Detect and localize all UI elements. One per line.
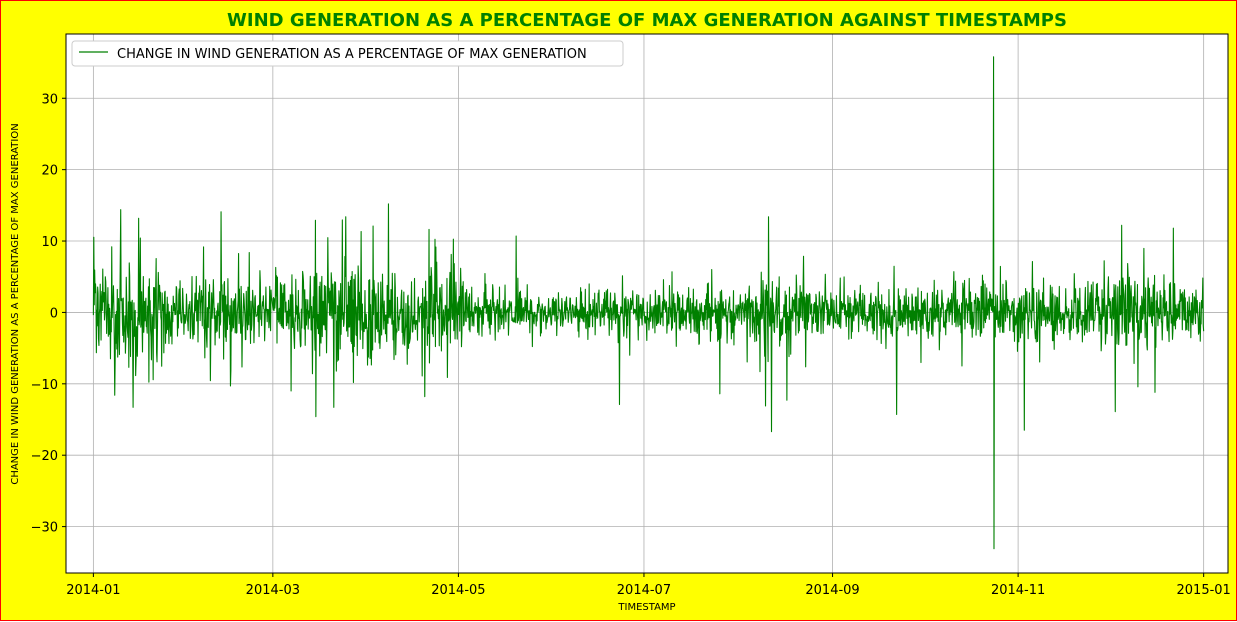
y-axis-label: CHANGE IN WIND GENERATION AS A PERCENTAG… [10, 123, 21, 484]
y-tick-label: 10 [41, 235, 58, 250]
y-axis-ticks: 30 20 10 0 −10 −20 −30 [31, 92, 66, 536]
x-axis-ticks: 2014-01 2014-03 2014-05 2014-07 2014-09 2014-… [66, 573, 1231, 598]
x-tick-label: 2015-01 [1177, 583, 1231, 598]
y-tick-label: 30 [41, 92, 58, 107]
y-tick-label: −30 [31, 521, 58, 536]
x-tick-label: 2014-03 [246, 583, 300, 598]
x-tick-label: 2014-05 [431, 583, 485, 598]
series-layer [92, 56, 1205, 550]
series-line [92, 56, 1205, 550]
chart-title: WIND GENERATION AS A PERCENTAGE OF MAX G… [227, 10, 1067, 31]
plot-area [65, 33, 1229, 574]
plot-frame [65, 33, 1229, 574]
x-axis-label: TIMESTAMP [617, 602, 675, 613]
legend-label: CHANGE IN WIND GENERATION AS A PERCENTAG… [117, 47, 587, 62]
y-tick-label: 0 [50, 306, 58, 321]
x-tick-label: 2014-09 [805, 583, 859, 598]
x-tick-label: 2014-07 [617, 583, 671, 598]
legend: CHANGE IN WIND GENERATION AS A PERCENTAG… [71, 40, 624, 67]
y-tick-label: −20 [31, 449, 58, 464]
legend-box [71, 40, 624, 67]
x-tick-label: 2014-01 [66, 583, 120, 598]
y-tick-label: −10 [31, 378, 58, 393]
x-tick-label: 2014-11 [991, 583, 1045, 598]
y-tick-label: 20 [41, 164, 58, 179]
